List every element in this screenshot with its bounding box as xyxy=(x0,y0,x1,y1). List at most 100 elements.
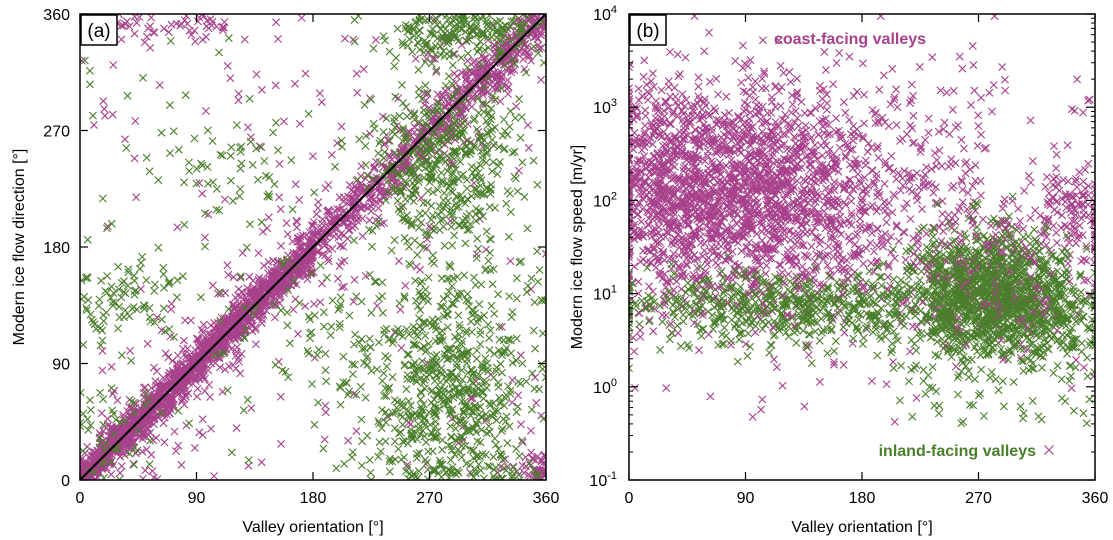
inland-facing-point xyxy=(463,175,471,184)
coast-facing-point xyxy=(396,305,405,314)
coast-facing-point xyxy=(291,268,299,277)
inland-facing-point xyxy=(375,294,384,303)
coast-facing-point xyxy=(1075,168,1084,177)
coast-facing-point xyxy=(140,38,149,47)
inland-facing-point xyxy=(394,445,403,453)
inland-facing-point xyxy=(274,146,282,155)
inland-facing-point xyxy=(470,273,478,282)
coast-facing-point xyxy=(144,424,153,433)
coast-facing-point xyxy=(179,345,187,353)
coast-facing-point xyxy=(189,359,198,368)
panel-a-y-tick-label: 180 xyxy=(43,240,70,257)
inland-facing-point xyxy=(96,388,105,397)
inland-facing-point xyxy=(378,377,387,385)
coast-facing-point xyxy=(201,233,209,242)
inland-facing-point xyxy=(473,125,481,134)
inland-facing-point xyxy=(421,285,430,294)
inland-facing-point xyxy=(350,236,358,245)
coast-facing-point xyxy=(282,267,290,276)
inland-facing-point xyxy=(534,277,542,286)
inland-facing-point xyxy=(392,53,400,62)
coast-facing-point xyxy=(155,383,164,392)
coast-facing-point xyxy=(289,305,298,314)
inland-facing-point xyxy=(424,273,433,282)
inland-facing-point xyxy=(503,439,512,448)
inland-facing-point xyxy=(320,322,328,331)
coast-facing-point xyxy=(479,54,488,63)
inland-facing-point xyxy=(316,261,325,270)
inland-facing-point xyxy=(465,302,473,311)
coast-facing-point xyxy=(523,121,532,130)
coast-facing-point xyxy=(107,470,116,479)
inland-facing-point xyxy=(463,290,472,299)
inland-facing-point xyxy=(331,162,339,171)
inland-facing-point xyxy=(503,130,512,139)
inland-facing-point xyxy=(345,311,354,320)
coast-facing-point xyxy=(397,343,406,352)
coast-facing-point xyxy=(147,14,156,22)
coast-facing-point xyxy=(537,75,545,84)
inland-facing-point xyxy=(84,296,93,305)
coast-facing-point xyxy=(504,90,513,98)
inland-facing-point xyxy=(361,393,370,402)
coast-facing-point xyxy=(292,248,301,257)
inland-facing-point xyxy=(423,475,432,480)
inland-facing-point xyxy=(209,178,218,187)
inland-facing-point xyxy=(529,156,538,165)
inland-facing-point xyxy=(340,459,349,468)
inland-facing-point xyxy=(529,326,538,335)
coast-facing-point xyxy=(236,326,245,335)
inland-facing-point xyxy=(154,243,163,252)
inland-facing-point xyxy=(239,406,248,415)
inland-facing-point xyxy=(304,312,313,321)
coast-facing-point xyxy=(131,117,140,125)
inland-facing-point xyxy=(506,189,514,198)
panel-a-y-tick-label: 360 xyxy=(43,7,70,24)
inland-facing-point xyxy=(366,343,375,352)
inland-facing-point xyxy=(408,47,417,56)
inland-facing-point xyxy=(395,299,404,308)
coast-facing-point xyxy=(193,392,202,401)
inland-facing-point xyxy=(178,272,187,281)
coast-facing-point xyxy=(394,257,403,266)
coast-facing-point xyxy=(512,102,521,111)
inland-facing-point xyxy=(463,49,472,58)
inland-facing-point xyxy=(429,251,437,260)
inland-facing-point xyxy=(509,463,518,472)
coast-facing-point xyxy=(274,35,282,43)
coast-facing-point xyxy=(641,121,649,130)
inland-facing-point xyxy=(459,170,468,179)
inland-facing-point xyxy=(512,274,521,283)
coast-facing-point xyxy=(223,261,232,270)
inland-facing-point xyxy=(461,239,470,248)
inland-facing-point xyxy=(413,250,422,259)
coast-facing-point xyxy=(203,329,212,338)
coast-facing-point xyxy=(94,460,103,469)
inland-facing-point xyxy=(412,296,420,305)
inland-facing-point xyxy=(409,322,418,331)
inland-facing-point xyxy=(523,224,532,233)
inland-facing-point xyxy=(527,405,536,414)
coast-facing-point xyxy=(89,121,98,129)
inland-facing-point xyxy=(487,301,496,310)
coast-facing-point xyxy=(220,18,229,26)
inland-facing-point xyxy=(327,322,336,331)
inland-facing-point xyxy=(165,101,174,110)
coast-facing-point xyxy=(321,408,330,417)
inland-facing-point xyxy=(522,288,531,297)
inland-facing-point xyxy=(448,241,457,250)
inland-facing-point xyxy=(538,365,546,374)
panel-a-x-tick-label: 270 xyxy=(416,490,443,507)
coast-facing-point xyxy=(194,369,203,377)
inland-facing-point xyxy=(427,201,436,210)
inland-facing-point xyxy=(365,334,374,343)
coast-facing-point xyxy=(155,81,164,90)
inland-facing-point xyxy=(382,114,391,123)
inland-facing-point xyxy=(437,168,446,177)
coast-facing-point xyxy=(152,433,161,442)
coast-facing-point xyxy=(350,275,359,284)
inland-facing-point xyxy=(375,158,384,167)
coast-facing-point xyxy=(298,267,307,276)
coast-facing-point xyxy=(324,254,333,263)
coast-facing-point xyxy=(524,143,533,152)
